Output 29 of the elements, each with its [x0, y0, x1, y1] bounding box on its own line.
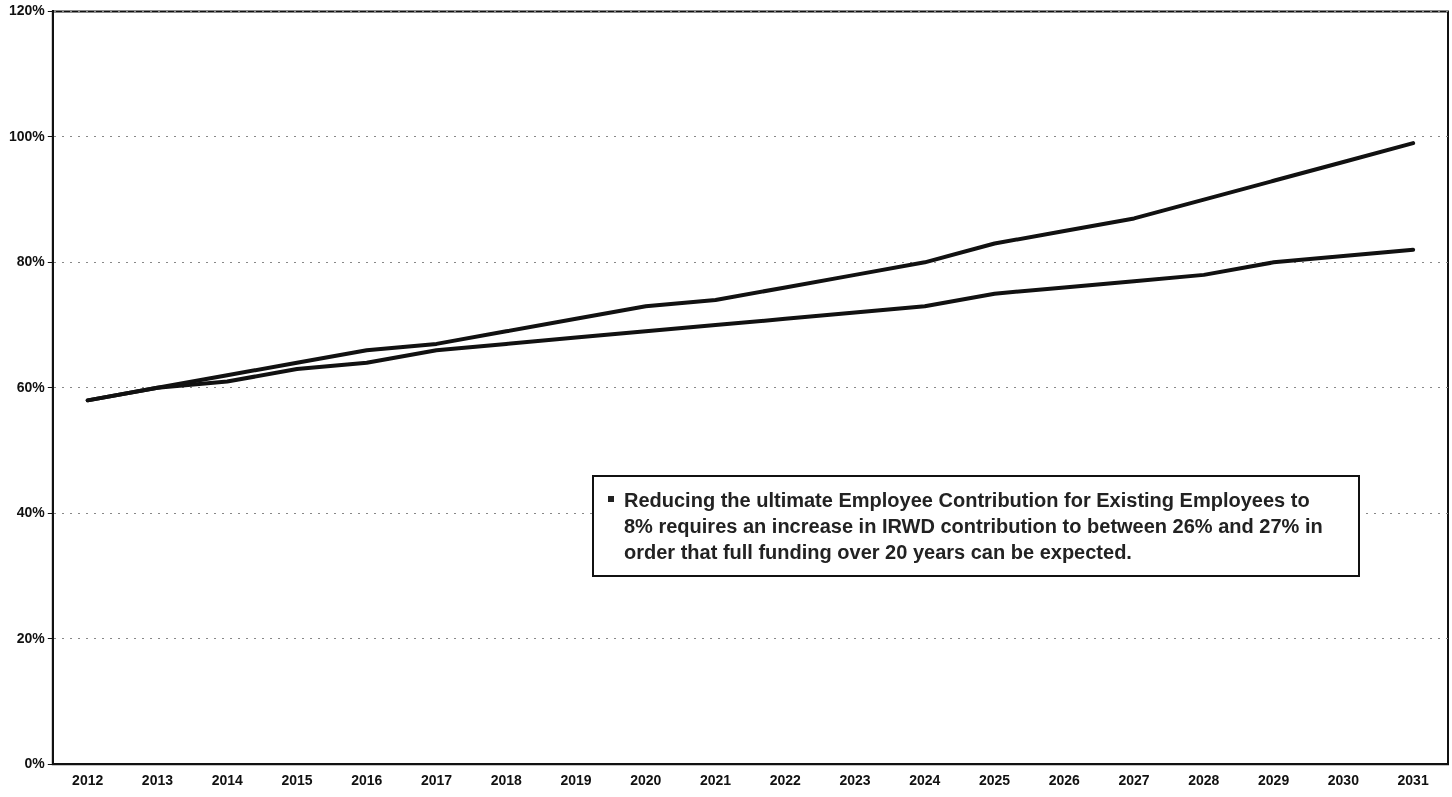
y-tick-label: 80%: [16, 253, 46, 270]
y-tick-label: 100%: [8, 127, 46, 144]
x-tick-label: 2015: [281, 772, 313, 789]
x-tick-label: 2013: [141, 772, 174, 789]
x-tick-label: 2026: [1048, 772, 1081, 789]
x-tick-label: 2028: [1188, 772, 1220, 789]
y-tick-label: 20%: [16, 629, 46, 646]
x-tick-label: 2030: [1327, 772, 1360, 789]
x-tick-label: 2025: [978, 772, 1011, 789]
y-tick-label: 0%: [24, 755, 46, 772]
x-tick-label: 2023: [839, 772, 871, 789]
x-tick-label: 2022: [769, 772, 802, 789]
x-tick-label: 2024: [909, 772, 941, 789]
x-tick-label: 2021: [699, 772, 732, 789]
y-tick-label: 120%: [8, 2, 46, 19]
x-tick-label: 2029: [1258, 772, 1290, 789]
x-tick-label: 2012: [72, 772, 104, 789]
x-tick-label: 2031: [1397, 772, 1429, 789]
x-tick-label: 2014: [211, 772, 243, 789]
x-tick-label: 2016: [351, 772, 383, 789]
x-tick-label: 2019: [560, 772, 592, 789]
y-tick-label: 40%: [16, 504, 46, 521]
x-tick-label: 2018: [490, 772, 523, 789]
y-tick-label: 60%: [16, 378, 46, 395]
note-box: Reducing the ultimate Employee Contribution for Existing Employees to 8% requires an increase in IRWD contribution to between 26% and 27% in order that full funding over 20 years can be expected.: [592, 475, 1360, 577]
annotation: Reducing the ultimate Employee Contribution for Existing Employees to 8% requires an increase in IRWD contribution to between 26% and 27% in order that full funding over 20 years can be expected.: [624, 489, 1323, 563]
x-tick-label: 2017: [420, 772, 453, 789]
x-tick-label: 2020: [630, 772, 662, 789]
x-tick-label: 2027: [1118, 772, 1150, 789]
